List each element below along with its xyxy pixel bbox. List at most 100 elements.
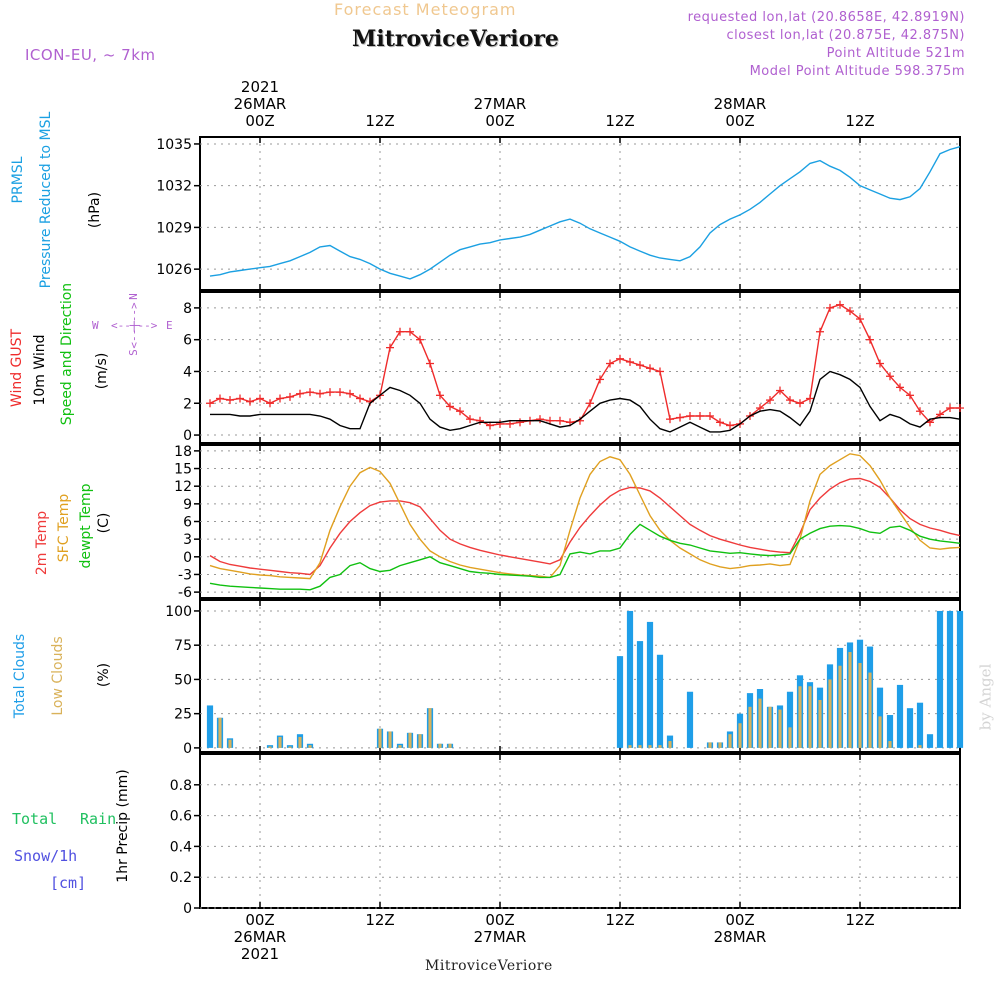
time-label: 12Z: [580, 113, 660, 130]
low-cloud-bar: [448, 743, 452, 748]
precip-frame: [199, 753, 961, 909]
time-label: 12Z: [580, 912, 660, 929]
low-cloud-bar: [668, 741, 672, 748]
time-label: 12Z: [340, 113, 420, 130]
y-tick-label: -3: [178, 567, 192, 583]
total-cloud-bar: [266, 745, 274, 748]
time-label-line: 00Z: [485, 911, 515, 929]
panel-clouds: 0 25 50 75 100: [165, 599, 964, 757]
series-sfc-temp: [209, 453, 961, 580]
low-cloud-bar: [378, 728, 382, 748]
model-label: ICON-EU, ~ 7km: [25, 46, 156, 64]
low-cloud-bar: [288, 746, 292, 748]
low-cloud-bar: [818, 699, 822, 748]
low-cloud-bar: [398, 745, 402, 748]
y-tick-label: 0.4: [170, 839, 192, 855]
precip-snow-unit-label: [cm]: [50, 874, 87, 892]
total-cloud-bar: [956, 610, 964, 748]
y-tick-label: 6: [183, 515, 192, 531]
low-cloud-bar: [218, 717, 222, 748]
low-cloud-bar: [308, 745, 312, 748]
low-cloud-bar: [278, 736, 282, 748]
y-tick-label: 25: [174, 707, 192, 723]
y-tick-label: 4: [183, 364, 192, 380]
y-tick-label: 2: [183, 396, 192, 412]
low-cloud-bar: [228, 739, 232, 748]
footer-station: MitroviceVeriore: [425, 958, 553, 974]
total-cloud-bar: [926, 734, 934, 748]
y-tick-label: -6: [178, 585, 192, 601]
low-cloud-bar: [788, 727, 792, 748]
precip-snow-label: Snow/1h: [14, 847, 78, 865]
time-label-line: 27MAR: [473, 95, 527, 113]
time-label: 2021 26MAR 00Z: [220, 79, 300, 130]
time-label-line: 00Z: [485, 112, 515, 130]
total-cloud-bar: [786, 691, 794, 748]
y-tick-label: 9: [183, 497, 192, 513]
compass-rose-icon: N W E S <--|--> <--|-->: [88, 288, 178, 360]
low-cloud-bar: [438, 743, 442, 748]
compass-east: E: [166, 319, 173, 332]
time-label-line: 28MAR: [713, 95, 767, 113]
panel-precip: 0 0.2 0.4 0.6 0.8: [170, 753, 961, 917]
series-dewpt-temp: [209, 523, 961, 591]
time-label-line: 12Z: [845, 911, 875, 929]
time-label-line: 12Z: [845, 112, 875, 130]
low-cloud-bar: [878, 716, 882, 748]
total-cloud-bar: [646, 621, 654, 748]
time-label-line: 27MAR: [473, 928, 527, 946]
total-cloud-bar: [946, 610, 954, 748]
y-tick-label: 15: [174, 462, 192, 478]
low-cloud-bar: [808, 686, 812, 748]
point-altitude: Point Altitude 521m: [826, 46, 965, 61]
total-cloud-bar: [906, 708, 914, 748]
station-title: MitroviceVeriore: [352, 26, 559, 52]
panel-wind: 0 2 4 6 8: [183, 291, 964, 444]
y-tick-label: 0: [183, 550, 192, 566]
time-label-line: 28MAR: [713, 928, 767, 946]
low-cloud-bar: [388, 731, 392, 748]
low-cloud-bar: [738, 723, 742, 748]
y-tick-label: 1029: [156, 220, 192, 236]
low-cloud-bar: [828, 679, 832, 748]
time-label-line: 2021: [240, 945, 280, 963]
time-label: 00Z 26MAR 2021: [220, 912, 300, 963]
time-label-line: 26MAR: [233, 928, 287, 946]
low-cloud-bar: [268, 746, 272, 748]
total-cloud-bar: [936, 610, 944, 748]
low-cloud-bar: [768, 706, 772, 748]
total-cloud-bar: [886, 715, 894, 748]
y-tick-label: 0.2: [170, 870, 192, 886]
precip-total-label: Total: [12, 810, 58, 828]
time-label-line: 12Z: [605, 911, 635, 929]
wind-frame: [199, 291, 961, 444]
low-cloud-bar: [758, 698, 762, 748]
low-cloud-bar: [888, 741, 892, 748]
low-cloud-bar: [798, 686, 802, 748]
total-cloud-bar: [636, 641, 644, 748]
total-cloud-bar: [656, 654, 664, 748]
low-cloud-bar: [858, 662, 862, 748]
time-label-line: 12Z: [365, 911, 395, 929]
series-prmsl: [209, 146, 961, 280]
series-wind-gust: [209, 303, 960, 427]
y-tick-label: 1032: [156, 179, 192, 195]
y-tick-label: 3: [183, 532, 192, 548]
time-label-line: 26MAR: [233, 95, 287, 113]
low-cloud-bar: [648, 745, 652, 748]
low-cloud-bar: [658, 745, 662, 748]
low-cloud-bar: [748, 706, 752, 748]
time-label: 12Z: [340, 912, 420, 929]
y-tick-label: 1035: [156, 137, 192, 153]
time-label-line: 12Z: [605, 112, 635, 130]
time-label-line: 00Z: [725, 112, 755, 130]
y-tick-label: 100: [165, 604, 192, 620]
low-cloud-bar: [718, 742, 722, 748]
low-cloud-bar: [868, 672, 872, 748]
low-cloud-bar: [638, 745, 642, 748]
low-cloud-bar: [708, 742, 712, 748]
low-cloud-bar: [428, 708, 432, 748]
time-label-line: 00Z: [245, 911, 275, 929]
low-cloud-bar: [408, 732, 412, 748]
